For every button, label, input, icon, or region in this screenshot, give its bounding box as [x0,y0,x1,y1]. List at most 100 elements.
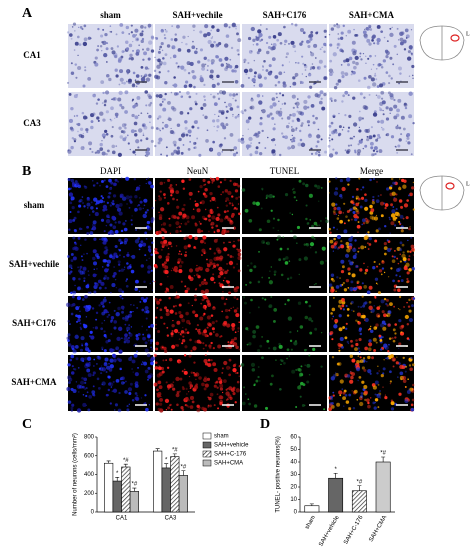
cell [295,101,300,106]
cell [221,367,224,370]
cell [204,344,208,347]
cell [301,55,304,58]
cell [365,62,367,64]
cell [266,241,270,246]
cell [118,349,123,354]
cell [383,313,387,318]
cell [101,133,107,138]
cell [147,339,150,342]
cell [372,177,375,180]
cell [67,363,71,367]
cell [370,126,373,129]
cell [93,281,97,285]
cell [347,219,350,222]
cell [371,201,375,205]
cell [308,304,312,308]
cell [89,330,93,334]
cell [145,407,149,412]
cell [332,374,337,378]
cell [214,381,217,384]
cell [126,262,129,265]
cell [337,374,339,377]
cell [396,268,400,273]
cell [223,379,227,383]
cell [301,73,304,75]
cell [172,381,175,384]
cell [351,195,355,199]
cell [363,33,368,38]
cell [193,146,197,150]
cell [73,49,76,51]
cell [224,189,229,193]
cell [185,215,190,220]
cell [359,268,363,272]
cell [162,121,164,124]
cell [194,236,198,240]
cell [159,408,164,413]
micrograph [66,353,156,413]
cell [104,99,107,103]
cell [366,135,369,138]
cell [85,342,88,346]
cell [368,236,372,241]
cell [207,396,209,398]
cell [126,278,129,281]
cell [228,373,232,377]
cell [206,299,210,303]
cell [150,238,153,240]
cell [232,255,235,258]
cell [395,216,398,220]
cell [364,346,368,351]
cell [77,54,79,56]
cell [279,387,282,391]
cell [289,138,292,141]
cell [378,227,381,231]
cell [237,53,240,56]
cell [354,252,358,256]
cell [245,119,250,124]
cell [67,381,71,384]
cell [257,306,260,309]
cell [190,371,193,374]
cell [187,129,192,134]
cell [219,383,224,388]
cell [169,383,174,388]
cell [323,29,327,33]
cell [163,193,166,196]
cell [248,50,253,54]
cell [382,113,385,116]
cell [109,223,113,227]
cell [378,305,381,308]
cell [270,295,273,298]
cell [131,399,135,402]
cell [167,100,171,105]
cell [347,272,351,276]
cell [111,144,116,149]
cell [137,204,141,207]
cell [345,322,348,325]
cell [68,271,72,275]
cell [107,149,110,153]
cell [301,404,305,407]
cell [128,43,133,48]
cell [216,238,219,241]
cell [237,38,242,43]
cell [383,358,385,361]
cell [112,225,117,230]
cell [372,63,375,66]
bar [121,466,131,513]
cell [130,129,135,134]
cell [84,357,88,361]
cell [369,178,372,182]
cell [367,404,371,409]
cell [274,123,276,125]
cell [67,319,71,323]
cell [175,184,178,186]
cell [333,85,338,90]
cell [189,107,193,111]
cell [115,286,118,289]
cell [384,203,389,207]
cell [412,77,414,79]
cell [316,140,320,144]
cell [170,332,174,336]
